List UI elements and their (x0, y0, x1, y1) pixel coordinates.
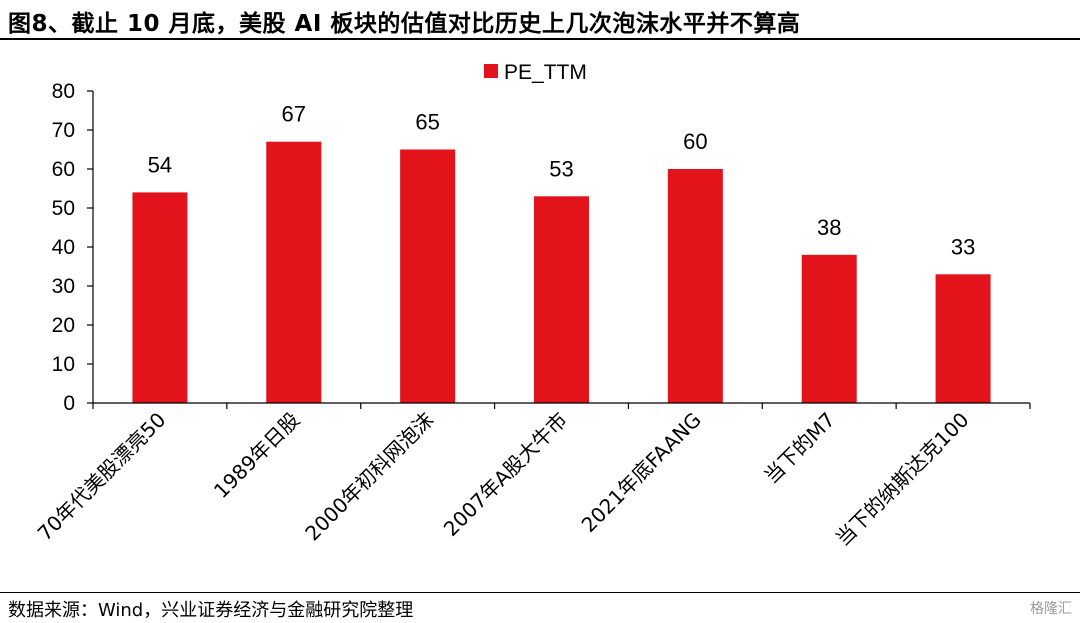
y-tick-label: 10 (52, 353, 75, 376)
data-label: 54 (148, 152, 172, 177)
bar (801, 254, 857, 403)
data-label: 65 (415, 110, 439, 135)
y-tick-label: 80 (52, 80, 75, 103)
chart-title: 图8、截止 10 月底，美股 AI 板块的估值对比历史上几次泡沫水平并不算高 (8, 11, 801, 37)
footer-divider (0, 592, 1080, 593)
category-label: 2021年底FAANG (577, 408, 706, 537)
category-label: 当下的纳斯达克100 (831, 408, 974, 551)
data-label: 33 (951, 234, 975, 259)
bar (667, 169, 723, 403)
bar (534, 196, 589, 403)
title-divider (0, 38, 1080, 40)
y-tick-label: 40 (52, 236, 75, 259)
category-label: 70年代美股漂亮50 (33, 408, 171, 546)
category-label: 2007年A股大牛市 (439, 408, 572, 541)
bar (266, 141, 322, 403)
category-label: 当下的M7 (759, 408, 840, 489)
y-tick-label: 0 (63, 392, 75, 415)
data-label: 67 (282, 102, 306, 127)
bar (400, 149, 456, 403)
legend-label: PE_TTM (504, 61, 587, 84)
category-label: 1989年日股 (209, 408, 304, 503)
legend: PE_TTM (484, 61, 587, 84)
bars: 54 67 65 53 60 38 33 (132, 102, 991, 403)
data-label: 53 (549, 156, 573, 181)
bar (935, 274, 991, 403)
y-axis: 0 10 20 30 40 50 60 70 80 (52, 80, 94, 415)
data-label: 38 (817, 215, 841, 240)
legend-swatch (484, 64, 498, 78)
source-note: 数据来源：Wind，兴业证券经济与金融研究院整理 (8, 600, 414, 621)
y-tick-label: 60 (52, 158, 75, 181)
watermark: 格隆汇 (1030, 601, 1072, 617)
data-label: 60 (683, 129, 707, 154)
y-tick-label: 50 (52, 197, 75, 220)
bar (132, 192, 188, 403)
y-tick-label: 30 (52, 275, 75, 298)
y-tick-label: 70 (52, 119, 75, 142)
y-tick-label: 20 (52, 314, 75, 337)
category-label: 2000年初科网泡沫 (300, 408, 438, 546)
